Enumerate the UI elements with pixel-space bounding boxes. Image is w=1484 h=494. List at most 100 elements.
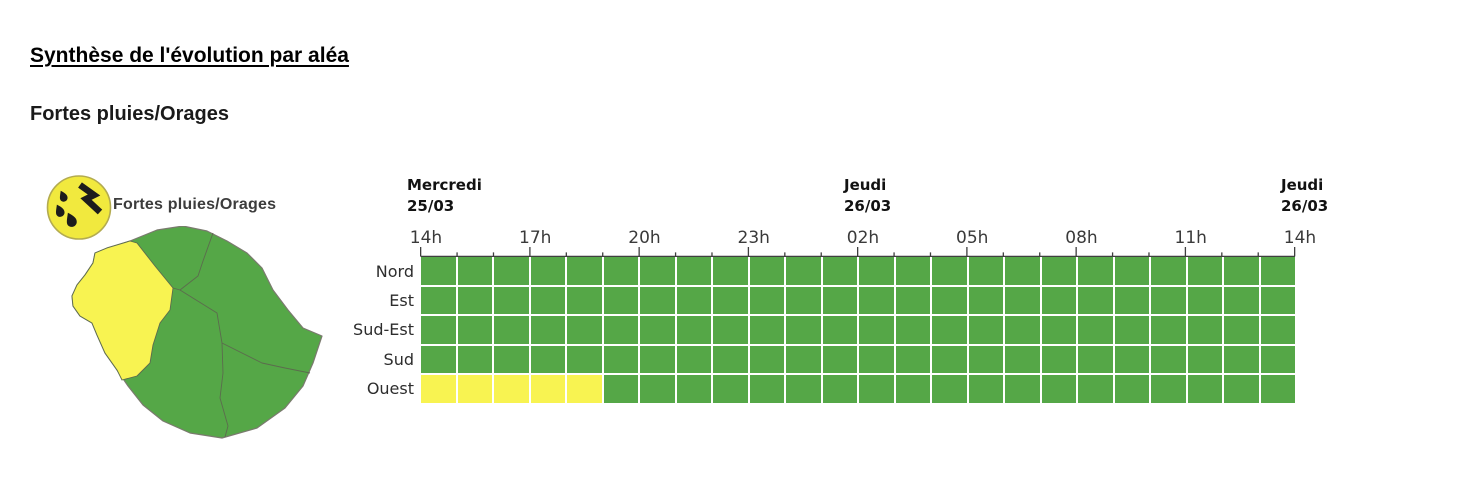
timeline-cell-nord-h7 (676, 257, 711, 285)
timeline-cell-est-h2 (494, 286, 529, 315)
timeline-cell-nord-h1 (457, 257, 492, 285)
hour-label-2: 20h (628, 228, 661, 248)
timeline-cell-ouest-h23 (1260, 375, 1295, 403)
timeline-cell-nord-h3 (530, 257, 565, 285)
timeline-cell-nord-h20 (1151, 257, 1186, 285)
timeline-cell-sud-h2 (494, 345, 529, 374)
timeline-cell-est-h23 (1260, 286, 1295, 315)
timeline-cell-sud-h18 (1078, 345, 1113, 374)
icon-rain-drops (55, 190, 77, 227)
timeline-cell-ouest-h1 (457, 375, 492, 403)
row-label-sud: Sud (383, 349, 414, 369)
timeline-cell-sud-h1 (457, 345, 492, 374)
rain-storm-icon (46, 175, 112, 240)
timeline-cell-ouest-h17 (1041, 375, 1076, 403)
timeline-cell-sud-h15 (968, 345, 1003, 374)
timeline-cell-ouest-h5 (603, 375, 638, 403)
timeline-cell-ouest-h7 (676, 375, 711, 403)
timeline-cell-est-h14 (932, 286, 967, 315)
timeline-cell-sud-h10 (786, 345, 821, 374)
timeline-cell-sud-h20 (1151, 345, 1186, 374)
page-title: Synthèse de l'évolution par aléa (30, 44, 349, 67)
timeline-cell-est-h15 (968, 286, 1003, 315)
day-date: 26/03 (844, 197, 892, 215)
timeline-cell-est-h1 (457, 286, 492, 315)
timeline-cell-ouest-h21 (1187, 375, 1222, 403)
day-date: 25/03 (407, 197, 455, 215)
timeline-cell-ouest-h2 (494, 375, 529, 403)
hour-label-1: 17h (519, 228, 552, 248)
timeline-cell-nord-h16 (1005, 257, 1040, 285)
timeline-cell-nord-h10 (786, 257, 821, 285)
row-label-nord: Nord (375, 262, 414, 281)
timeline-cell-sud-h21 (1187, 345, 1222, 374)
timeline-cell-nord-h14 (932, 257, 967, 285)
timeline-axis (420, 247, 1296, 257)
timeline-cell-sud-est-h0 (421, 316, 456, 344)
timeline-cell-sud-h8 (713, 345, 748, 374)
timeline-cell-sud-h11 (822, 345, 857, 374)
timeline-cell-ouest-h12 (859, 375, 894, 403)
timeline-cell-ouest-h11 (822, 375, 857, 403)
day-date: 26/03 (1281, 197, 1329, 215)
timeline-cell-est-h4 (567, 286, 602, 315)
timeline-cell-sud-est-h3 (530, 316, 565, 344)
timeline-cell-ouest-h8 (713, 375, 748, 403)
timeline-cell-ouest-h3 (530, 375, 565, 403)
hour-label-0: 14h (409, 228, 443, 248)
hazard-label: Fortes pluies/Orages (113, 196, 277, 213)
timeline-cell-sud-est-h10 (786, 316, 821, 344)
hour-label-7: 11h (1174, 228, 1207, 248)
timeline-cell-sud-h9 (749, 345, 784, 374)
timeline-grid (421, 257, 1295, 403)
timeline-cell-est-h21 (1187, 286, 1222, 315)
timeline-cell-sud-h22 (1224, 345, 1259, 374)
timeline-cell-ouest-h6 (640, 375, 675, 403)
timeline-cell-sud-h5 (603, 345, 638, 374)
timeline-cell-est-h8 (713, 286, 748, 315)
timeline-cell-sud-est-h5 (603, 316, 638, 344)
timeline-cell-sud-est-h15 (968, 316, 1003, 344)
timeline-cell-sud-est-h11 (822, 316, 857, 344)
day-name: Mercredi (407, 176, 482, 194)
day-label-2: Jeudi 26/03 (1281, 175, 1328, 217)
timeline-cell-est-h6 (640, 286, 675, 315)
timeline-cell-nord-h15 (968, 257, 1003, 285)
timeline-cell-ouest-h20 (1151, 375, 1186, 403)
row-label-sud-est: Sud-Est (353, 320, 414, 340)
map-zone-ouest (71, 240, 174, 381)
timeline-cell-sud-est-h6 (640, 316, 675, 344)
timeline-cell-ouest-h22 (1224, 375, 1259, 403)
hour-label-6: 08h (1065, 228, 1098, 248)
timeline-cell-nord-h5 (603, 257, 638, 285)
hour-label-8: 14h (1283, 228, 1317, 248)
timeline-cell-sud-h23 (1260, 345, 1295, 374)
timeline-cell-sud-h12 (859, 345, 894, 374)
timeline-cell-sud-est-h14 (932, 316, 967, 344)
timeline-cell-nord-h4 (567, 257, 602, 285)
timeline-cell-sud-est-h16 (1005, 316, 1040, 344)
timeline-cell-sud-est-h22 (1224, 316, 1259, 344)
timeline-cell-sud-est-h20 (1151, 316, 1186, 344)
timeline-cell-est-h16 (1005, 286, 1040, 315)
timeline-cell-sud-est-h2 (494, 316, 529, 344)
timeline-cell-ouest-h19 (1114, 375, 1149, 403)
row-label-est: Est (389, 291, 414, 311)
timeline-cell-sud-h14 (932, 345, 967, 374)
timeline-cell-est-h11 (822, 286, 857, 315)
timeline-cell-est-h13 (895, 286, 930, 315)
timeline-cell-sud-est-h1 (457, 316, 492, 344)
timeline-cell-nord-h19 (1114, 257, 1149, 285)
row-label-ouest: Ouest (366, 378, 414, 398)
timeline-cell-nord-h13 (895, 257, 930, 285)
timeline-cell-sud-est-h21 (1187, 316, 1222, 344)
timeline-cell-nord-h23 (1260, 257, 1295, 285)
timeline-cell-est-h0 (421, 286, 456, 315)
hour-label-5: 05h (956, 228, 989, 248)
hour-label-3: 23h (737, 228, 770, 248)
timeline-cell-sud-est-h4 (567, 316, 602, 344)
timeline-cell-sud-h13 (895, 345, 930, 374)
timeline-cell-nord-h2 (494, 257, 529, 285)
timeline-cell-ouest-h16 (1005, 375, 1040, 403)
timeline-cell-ouest-h0 (421, 375, 456, 403)
